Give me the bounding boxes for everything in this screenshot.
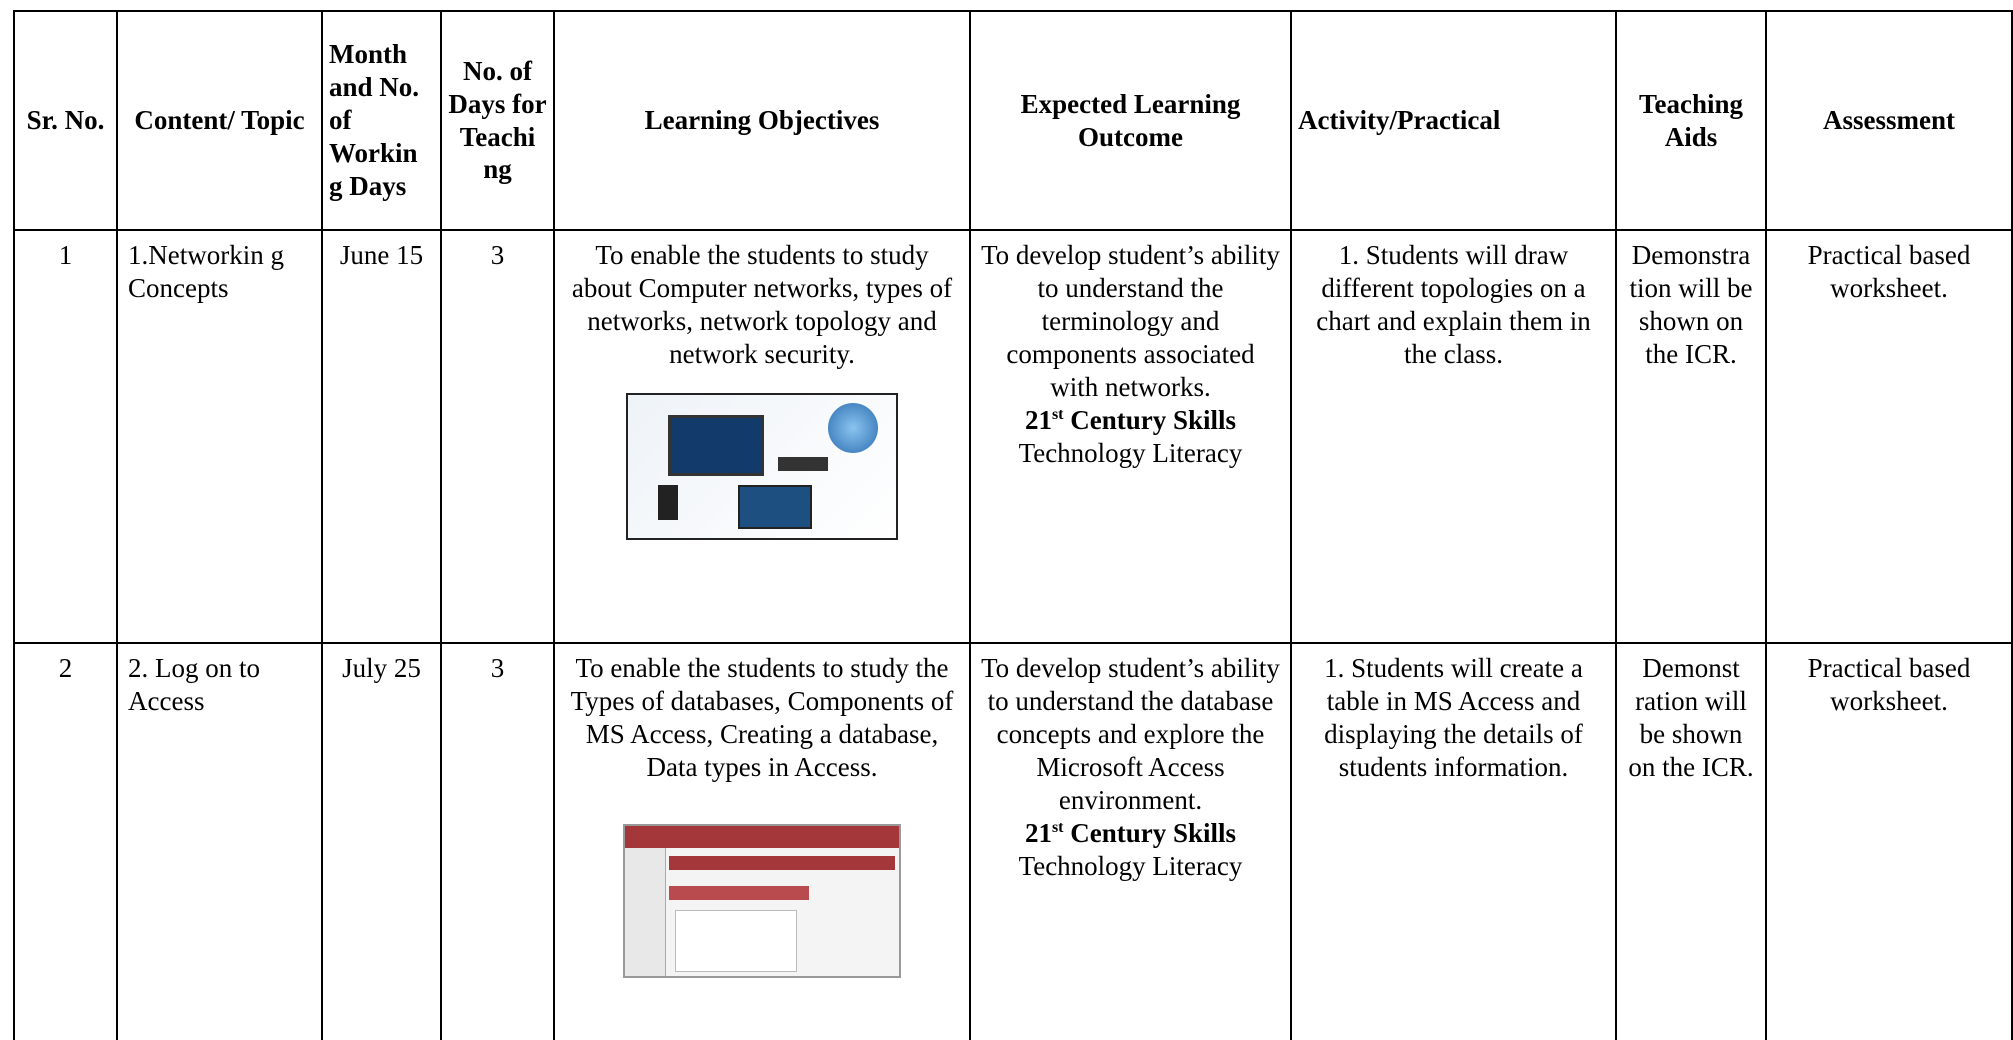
ribbon [625, 825, 899, 848]
days-cell: 3 [440, 642, 555, 1040]
assessment-cell: Practical based worksheet. [1765, 642, 2013, 1040]
lesson-plan-table: Sr. No. Content/ Topic Month and No. of … [13, 10, 2013, 1040]
header-cell: Month and No. of Workin g Days [321, 10, 442, 231]
skills-text: Technology Literacy [1018, 850, 1243, 881]
skills-number: 21 [1024, 817, 1052, 848]
form-title [669, 855, 895, 870]
objectives-text: To enable the students to study about Co… [571, 240, 953, 369]
row: 2 2. Log on to Access July 25 3 To enabl… [13, 642, 2013, 1040]
details-header [669, 885, 809, 900]
details-form [675, 909, 797, 972]
objectives-cell: To enable the students to study about Co… [553, 229, 971, 644]
header-cell: No. of Days for Teachi ng [440, 10, 555, 231]
skills-title: Century Skills [1070, 817, 1237, 848]
monitor-icon [668, 414, 764, 476]
nav-pane [625, 847, 666, 976]
days-cell: 3 [440, 229, 555, 644]
outcome-text: To develop student’s ability to understa… [981, 240, 1280, 402]
header-cell: Learning Objectives [553, 10, 971, 231]
aids-cell: Demonst ration will be shown on the ICR. [1615, 642, 1767, 1040]
skills-title: Century Skills [1070, 404, 1237, 435]
sr-cell: 1 [13, 229, 118, 644]
globe-icon [828, 402, 878, 453]
aids-cell: Demonstra tion will be shown on the ICR. [1615, 229, 1767, 644]
skills-text: Technology Literacy [1018, 437, 1243, 468]
skills-heading: 21st Century Skills [981, 817, 1280, 850]
skills-heading: 21st Century Skills [981, 404, 1280, 437]
sr-cell: 2 [13, 642, 118, 1040]
header-cell: Content/ Topic [116, 10, 323, 231]
router-icon [778, 456, 828, 471]
header-cell: Activity/Practical [1290, 10, 1617, 231]
header-row: Sr. No. Content/ Topic Month and No. of … [13, 10, 2013, 231]
outcome-cell: To develop student’s ability to understa… [969, 229, 1292, 644]
outcome-text: To develop student’s ability to understa… [981, 653, 1280, 815]
topic-cell: 2. Log on to Access [116, 642, 323, 1040]
skills-number: 21 [1024, 404, 1052, 435]
objectives-text: To enable the students to study the Type… [570, 653, 954, 782]
row: 1 1.Networkin g Concepts June 15 3 To en… [13, 229, 2013, 644]
objectives-cell: To enable the students to study the Type… [553, 642, 971, 1040]
topic-cell: 1.Networkin g Concepts [116, 229, 323, 644]
header-cell: Teaching Aids [1615, 10, 1767, 231]
activity-cell: 1. Students will draw different topologi… [1290, 229, 1617, 644]
laptop-icon [738, 484, 812, 529]
assessment-cell: Practical based worksheet. [1765, 229, 2013, 644]
skills-suffix: st [1051, 818, 1064, 836]
network-image [626, 392, 898, 540]
header-cell: Sr. No. [13, 10, 118, 231]
access-screenshot [623, 823, 901, 978]
month-cell: July 25 [321, 642, 442, 1040]
outcome-cell: To develop student’s ability to understa… [969, 642, 1292, 1040]
header-cell: Expected Learning Outcome [969, 10, 1292, 231]
header-cell: Assessment [1765, 10, 2013, 231]
month-cell: June 15 [321, 229, 442, 644]
phone-icon [658, 484, 678, 520]
activity-cell: 1. Students will create a table in MS Ac… [1290, 642, 1617, 1040]
skills-suffix: st [1051, 405, 1064, 423]
